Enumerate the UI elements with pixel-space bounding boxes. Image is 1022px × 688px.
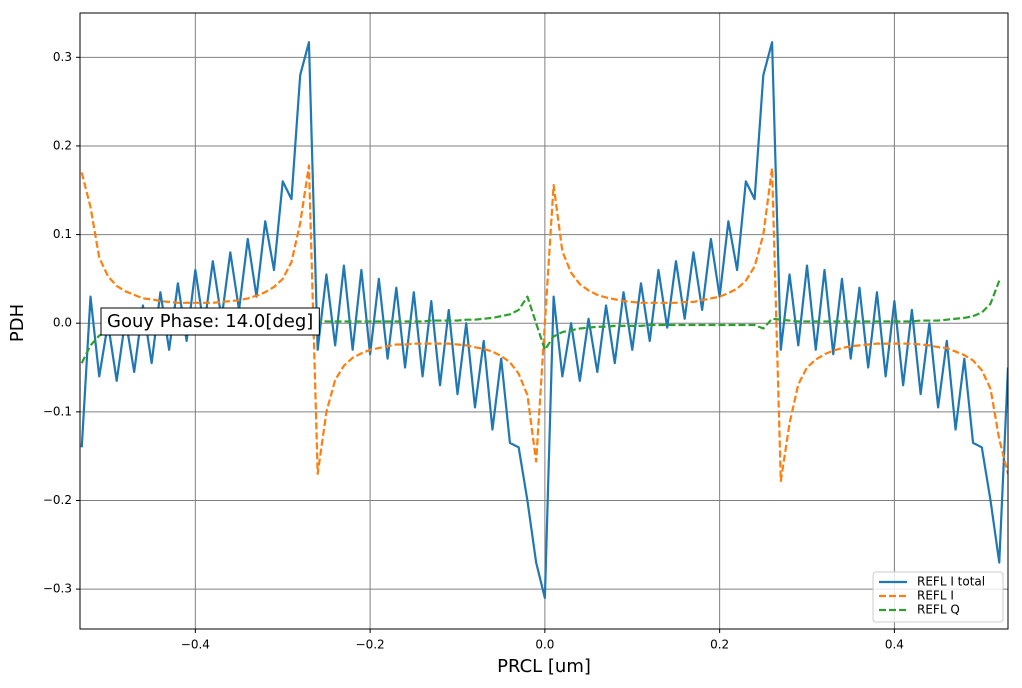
ticks: −0.3 −0.2 −0.1 0.0 0.1 0.2 0.3 −0.4 −0.2 0.0 0.2 0.… [43,50,904,652]
y-axis-label: PDH [7,304,28,342]
annotation-text: Gouy Phase: 14.0[deg] [107,311,313,332]
legend-label: REFL I total [917,575,985,589]
x-tick-label: −0.2 [356,638,385,652]
x-tick-label: 0.4 [885,638,904,652]
data-line [80,41,1008,600]
y-tick-label: 0.1 [53,227,72,241]
plot-frame [79,12,1009,630]
plot-lines [80,41,1008,600]
y-tick-label: −0.3 [43,582,72,596]
data-line [80,164,1008,483]
y-tick-label: −0.2 [43,493,72,507]
data-line [80,280,1001,364]
x-axis-label: PRCL [um] [497,656,591,677]
legend-label: REFL Q [917,603,960,617]
annotation: Gouy Phase: 14.0[deg] [100,307,320,336]
annotation-box [100,307,320,336]
y-tick-label: 0.3 [53,50,72,64]
x-tick-label: −0.4 [181,638,210,652]
legend-label: REFL I [917,589,954,603]
y-tick-label: 0.0 [53,316,72,330]
x-tick-label: 0.0 [535,638,554,652]
x-tick-label: 0.2 [710,638,729,652]
y-tick-label: −0.1 [43,404,72,418]
y-tick-label: 0.2 [53,138,72,152]
